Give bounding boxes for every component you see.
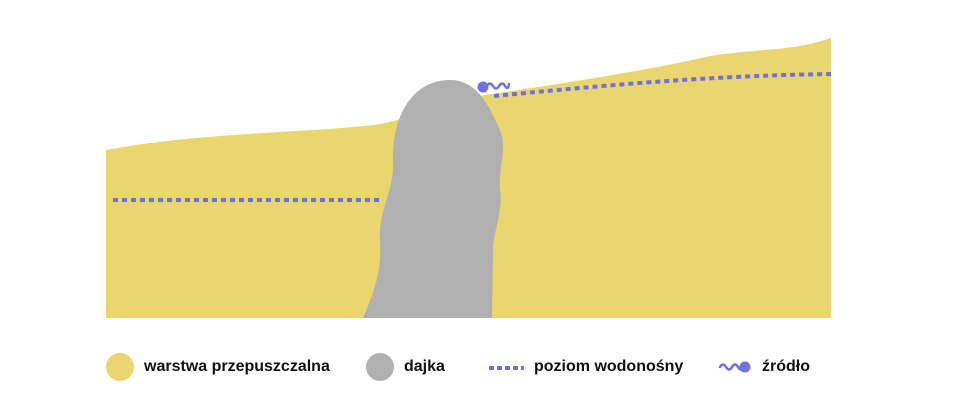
dotted-line-icon	[489, 366, 524, 370]
legend-item-water-table: poziom wodonośny	[488, 352, 683, 382]
dike	[363, 80, 504, 318]
legend-label: warstwa przepuszczalna	[144, 358, 330, 375]
diagram	[106, 38, 832, 318]
legend-item-dike: dajka	[366, 352, 445, 382]
legend-item-permeable: warstwa przepuszczalna	[106, 352, 330, 382]
gray-circle-icon	[366, 353, 394, 381]
legend: warstwa przepuszczalna dajka poziom wodo…	[0, 352, 960, 382]
legend-label: źródło	[762, 358, 810, 375]
spring-icon	[477, 81, 511, 93]
legend-label: poziom wodonośny	[534, 358, 684, 375]
legend-item-spring: źródło	[718, 352, 810, 382]
yellow-circle-icon	[106, 353, 134, 381]
spring-wave-icon	[718, 361, 751, 373]
legend-label: dajka	[404, 358, 445, 375]
